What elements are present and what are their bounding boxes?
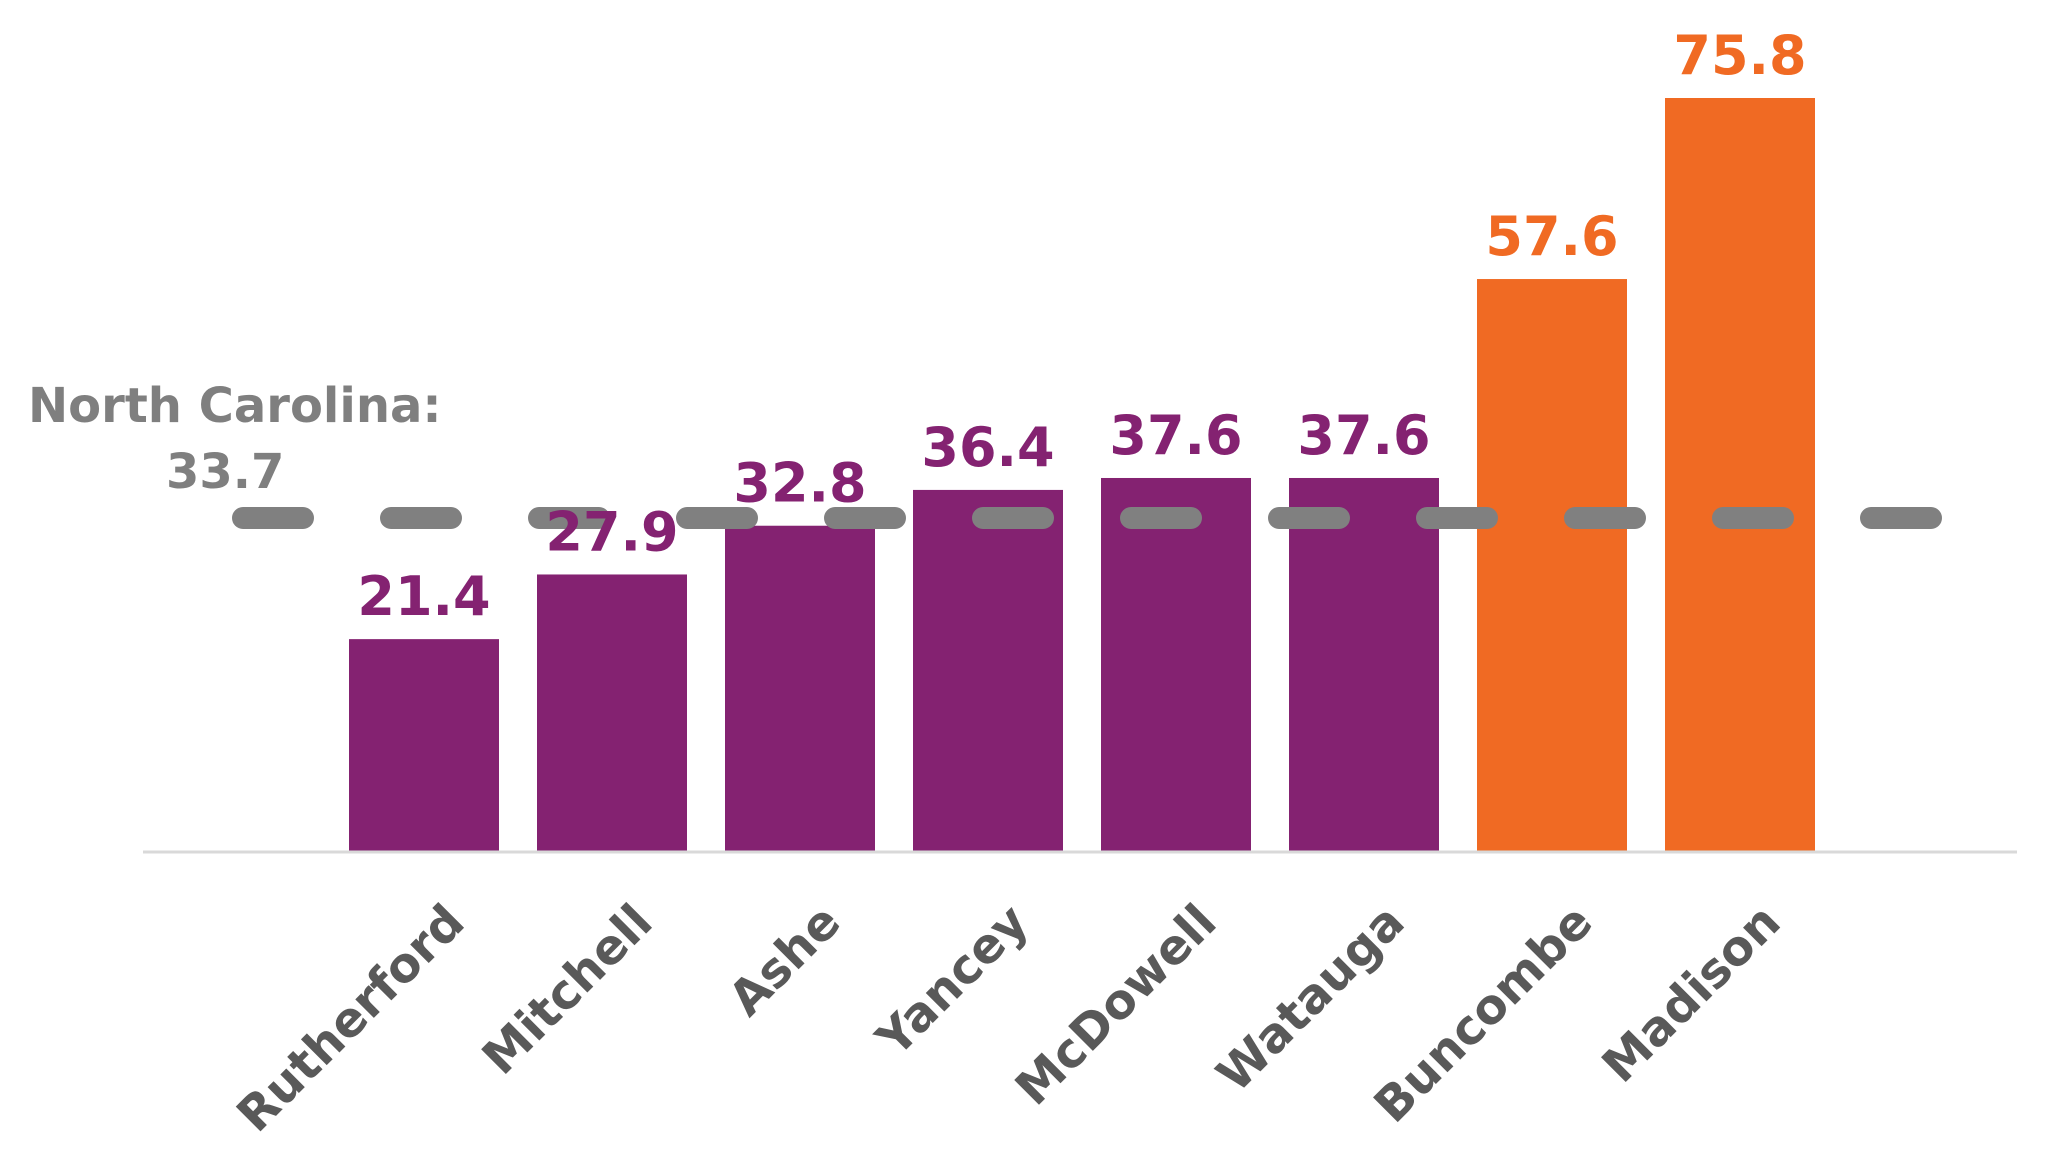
bar-rutherford — [349, 639, 499, 852]
category-label-yancey: Yancey — [865, 894, 1039, 1068]
value-label-ashe: 32.8 — [733, 452, 866, 515]
value-label-watauga: 37.6 — [1297, 404, 1430, 467]
bar-ashe — [725, 525, 875, 852]
bar-madison — [1665, 98, 1815, 852]
value-label-buncombe: 57.6 — [1485, 205, 1618, 268]
bars-layer — [349, 98, 1815, 853]
value-label-madison: 75.8 — [1673, 24, 1806, 87]
category-label-rutherford: Rutherford — [226, 894, 475, 1143]
value-label-mcdowell: 37.6 — [1109, 404, 1242, 467]
bar-yancey — [913, 489, 1063, 852]
bar-buncombe — [1477, 279, 1627, 853]
bar-mcdowell — [1101, 477, 1251, 852]
value-label-rutherford: 21.4 — [357, 565, 490, 628]
category-label-mitchell: Mitchell — [472, 894, 664, 1086]
category-label-madison: Madison — [1591, 894, 1791, 1094]
bar-mitchell — [537, 574, 687, 852]
reference-line-label: North Carolina: — [28, 378, 442, 434]
bar-watauga — [1289, 477, 1439, 852]
category-label-mcdowell: McDowell — [1005, 894, 1228, 1117]
value-label-mitchell: 27.9 — [545, 500, 678, 563]
reference-line-value: 33.7 — [166, 444, 284, 500]
value-labels-layer: 21.4 27.9 32.8 36.4 37.6 37.6 57.6 75.8 — [357, 24, 1806, 628]
value-label-yancey: 36.4 — [921, 416, 1054, 479]
category-label-watauga: Watauga — [1206, 894, 1415, 1103]
category-label-ashe: Ashe — [718, 894, 851, 1027]
